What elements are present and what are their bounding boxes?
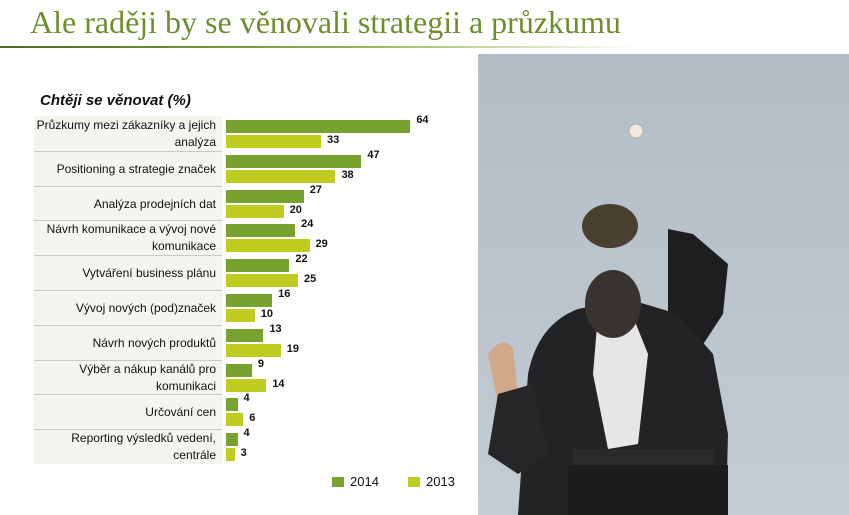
title-underline	[0, 46, 849, 48]
left-arm	[488, 384, 548, 474]
bar-2014-3	[226, 189, 304, 203]
left-hand	[488, 342, 518, 404]
bar-2013-8	[226, 378, 267, 392]
value-label: 20	[289, 203, 302, 216]
value-label: 47	[367, 148, 380, 161]
category-label: Reporting výsledků vedení, centrále	[71, 431, 216, 463]
row-separator	[34, 359, 222, 361]
value-label: 33	[327, 134, 340, 146]
chart-title: Chtěji se věnovat (%)	[40, 92, 191, 109]
bar-2014-6	[226, 294, 273, 307]
bar-2013-1	[226, 135, 322, 148]
bar-2014-8	[226, 363, 252, 377]
category-label: Určování cen	[145, 405, 216, 420]
bar-2014-9	[226, 398, 238, 412]
category-label: Positioning a strategie značek	[56, 161, 216, 176]
value-label: 4	[243, 392, 250, 405]
value-label: 13	[269, 322, 282, 335]
row-separator	[34, 429, 222, 431]
bar-2014-10	[226, 433, 238, 447]
shirt	[593, 304, 648, 449]
bar-2014-4	[226, 224, 296, 238]
category-label: Průzkumy mezi zákazníky a jejich analýza	[36, 118, 216, 149]
row-separator	[34, 324, 222, 326]
legend-swatch-2013	[408, 477, 420, 487]
bar-2013-2	[226, 169, 336, 183]
bar-2013-5	[226, 274, 298, 288]
bar-2013-7	[226, 343, 281, 357]
bar-2013-4	[226, 239, 310, 253]
value-label: 29	[315, 238, 328, 251]
legend-swatch-2014	[332, 477, 344, 487]
slide-title: Ale raději by se věnovali strategii a pr…	[30, 4, 621, 40]
value-label: 3	[240, 447, 247, 460]
row-separator	[34, 255, 222, 257]
businessman-photo	[478, 54, 849, 515]
value-label: 6	[249, 412, 256, 425]
belt	[573, 449, 713, 465]
value-label: 64	[416, 114, 429, 126]
category-label: Návrh komunikace a vývoj nové komunikace	[46, 222, 216, 254]
baseball-glove	[582, 204, 638, 248]
raised-arm	[668, 229, 728, 349]
baseball	[628, 123, 644, 139]
category-label: Analýza prodejních dat	[93, 196, 216, 211]
bar-2013-9	[226, 413, 244, 427]
value-label: 24	[301, 218, 314, 231]
value-label: 38	[341, 168, 354, 181]
bar-2014-5	[226, 259, 290, 273]
value-label: 4	[243, 427, 250, 440]
row-separator	[34, 290, 222, 291]
row-separator	[34, 150, 222, 152]
trousers	[568, 465, 728, 515]
category-label: Vývoj nových (pod)značek	[75, 301, 216, 315]
legend-label-2013: 2013	[426, 474, 455, 489]
category-label: Výběr a nákup kanálů pro komunikaci	[79, 361, 216, 393]
value-label: 19	[286, 342, 299, 355]
bar-2013-3	[226, 204, 284, 218]
bar-2014-2	[226, 154, 362, 168]
bar-chart: Chtěji se věnovat (%) Průzkumy mezi záka…	[30, 56, 470, 496]
value-label: 14	[272, 377, 285, 390]
head	[585, 270, 641, 338]
category-label: Vytváření business plánu	[82, 266, 216, 281]
legend-label-2014: 2014	[350, 474, 379, 489]
value-label: 9	[257, 357, 265, 370]
value-label: 22	[295, 253, 308, 266]
value-label: 16	[278, 288, 291, 300]
value-label: 10	[260, 308, 274, 320]
row-separator	[34, 185, 222, 187]
bar-2014-1	[226, 120, 411, 133]
row-separator	[34, 394, 222, 396]
bar-2014-7	[226, 328, 264, 342]
value-label: 27	[309, 183, 322, 196]
bar-2013-10	[226, 448, 235, 462]
bar-2013-6	[226, 309, 255, 322]
row-separator	[34, 220, 222, 222]
value-label: 25	[304, 273, 317, 286]
category-label: Návrh nových produktů	[92, 335, 216, 350]
